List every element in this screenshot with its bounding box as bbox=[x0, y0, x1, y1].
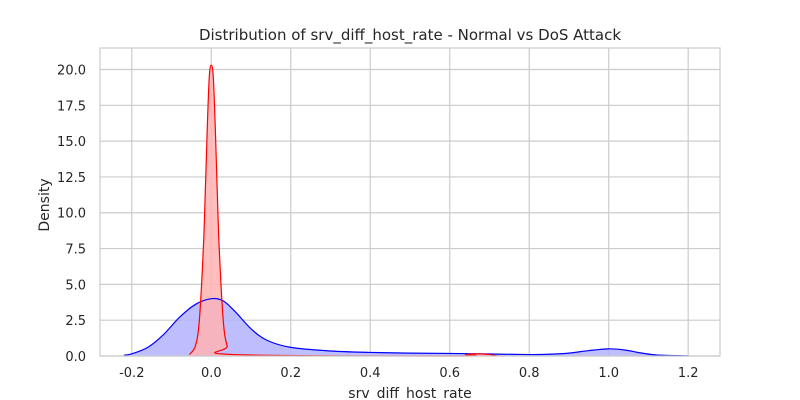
y-tick-label: 7.5 bbox=[65, 243, 86, 258]
x-axis-label: srv_diff_host_rate bbox=[348, 386, 471, 400]
x-tick-label: 0.8 bbox=[519, 366, 540, 381]
y-tick-label: 20.0 bbox=[57, 63, 86, 78]
y-tick-label: 17.5 bbox=[57, 99, 86, 114]
y-axis-label: Density bbox=[37, 178, 53, 231]
x-tick-label: 0.4 bbox=[360, 366, 381, 381]
density-area-1 bbox=[189, 65, 498, 356]
plot-frame bbox=[99, 47, 721, 357]
density-area-0 bbox=[123, 298, 689, 356]
density-line-1 bbox=[188, 64, 498, 357]
x-tick-label: 1.0 bbox=[598, 366, 619, 381]
y-tick-label: 2.5 bbox=[65, 314, 86, 329]
y-tick-label: 10.0 bbox=[57, 207, 86, 222]
x-tick-label: -0.2 bbox=[119, 366, 144, 381]
density-line-0 bbox=[123, 297, 689, 357]
x-tick-labels: -0.2 0.0 0.2 0.4 0.6 0.8 1.0 1.2 bbox=[119, 366, 698, 381]
y-tick-labels: 0.0 2.5 5.0 7.5 10.0 12.5 15.0 17.5 20.0 bbox=[57, 63, 86, 365]
y-tick-label: 12.5 bbox=[57, 171, 86, 186]
y-tick-label: 0.0 bbox=[65, 350, 86, 365]
y-tick-label: 5.0 bbox=[65, 278, 86, 293]
density-areas bbox=[123, 65, 689, 356]
density-lines bbox=[123, 64, 689, 357]
x-tick-label: 0.2 bbox=[280, 366, 301, 381]
x-tick-label: 1.2 bbox=[678, 366, 699, 381]
x-tick-label: 0.0 bbox=[201, 366, 222, 381]
y-tick-label: 15.0 bbox=[57, 135, 86, 150]
chart-title: Distribution of srv_diff_host_rate - Nor… bbox=[199, 26, 621, 45]
x-tick-label: 0.6 bbox=[439, 366, 460, 381]
